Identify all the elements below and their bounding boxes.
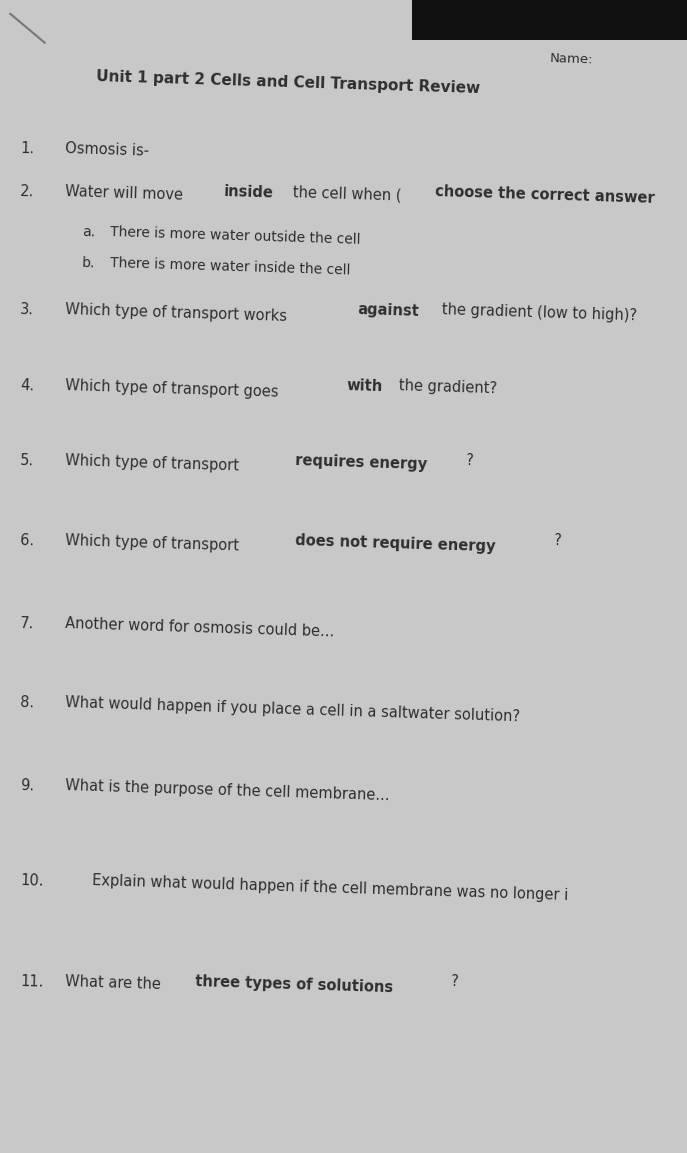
FancyBboxPatch shape xyxy=(412,0,687,40)
Text: ?: ? xyxy=(554,533,563,548)
Text: There is more water outside the cell: There is more water outside the cell xyxy=(109,225,360,247)
Text: 8.: 8. xyxy=(20,695,34,710)
Text: the cell when (: the cell when ( xyxy=(288,184,402,203)
Text: 11.: 11. xyxy=(20,974,44,990)
Text: 1.: 1. xyxy=(20,141,34,156)
Text: 5.: 5. xyxy=(20,453,34,468)
Text: Another word for osmosis could be...: Another word for osmosis could be... xyxy=(65,616,335,639)
Text: 4.: 4. xyxy=(20,378,34,393)
Text: Explain what would happen if the cell membrane was no longer i: Explain what would happen if the cell me… xyxy=(92,873,569,903)
Text: inside: inside xyxy=(223,184,273,201)
Text: Which type of transport: Which type of transport xyxy=(65,533,244,553)
Text: What would happen if you place a cell in a saltwater solution?: What would happen if you place a cell in… xyxy=(65,695,520,724)
Text: 7.: 7. xyxy=(20,616,35,631)
Text: What is the purpose of the cell membrane...: What is the purpose of the cell membrane… xyxy=(65,778,390,804)
Text: 9.: 9. xyxy=(20,778,34,793)
Text: choose the correct answer: choose the correct answer xyxy=(435,184,655,206)
Text: with: with xyxy=(346,378,383,394)
Text: 2.: 2. xyxy=(20,184,35,199)
Text: Unit 1 part 2 Cells and Cell Transport Review: Unit 1 part 2 Cells and Cell Transport R… xyxy=(96,69,480,96)
Text: against: against xyxy=(357,302,420,319)
Text: Osmosis is-: Osmosis is- xyxy=(65,141,149,158)
Text: 10.: 10. xyxy=(20,873,44,889)
Text: Which type of transport works: Which type of transport works xyxy=(65,302,292,324)
Text: 6.: 6. xyxy=(20,533,34,548)
Text: ?: ? xyxy=(466,453,474,468)
Text: Water will move: Water will move xyxy=(65,184,188,203)
Text: b.: b. xyxy=(82,256,95,270)
Text: Which type of transport goes: Which type of transport goes xyxy=(65,378,283,400)
Text: the gradient (low to high)?: the gradient (low to high)? xyxy=(438,302,638,323)
Text: does not require energy: does not require energy xyxy=(295,533,496,553)
Text: ?: ? xyxy=(451,974,459,989)
Text: requires energy: requires energy xyxy=(295,453,428,473)
Text: There is more water inside the cell: There is more water inside the cell xyxy=(109,256,350,278)
Text: a.: a. xyxy=(82,225,95,239)
Text: the gradient?: the gradient? xyxy=(394,378,497,397)
Text: 3.: 3. xyxy=(20,302,34,317)
Text: Name:: Name: xyxy=(549,52,593,66)
Text: What are the: What are the xyxy=(65,974,166,993)
Text: three types of solutions: three types of solutions xyxy=(195,974,393,995)
Text: Which type of transport: Which type of transport xyxy=(65,453,244,474)
